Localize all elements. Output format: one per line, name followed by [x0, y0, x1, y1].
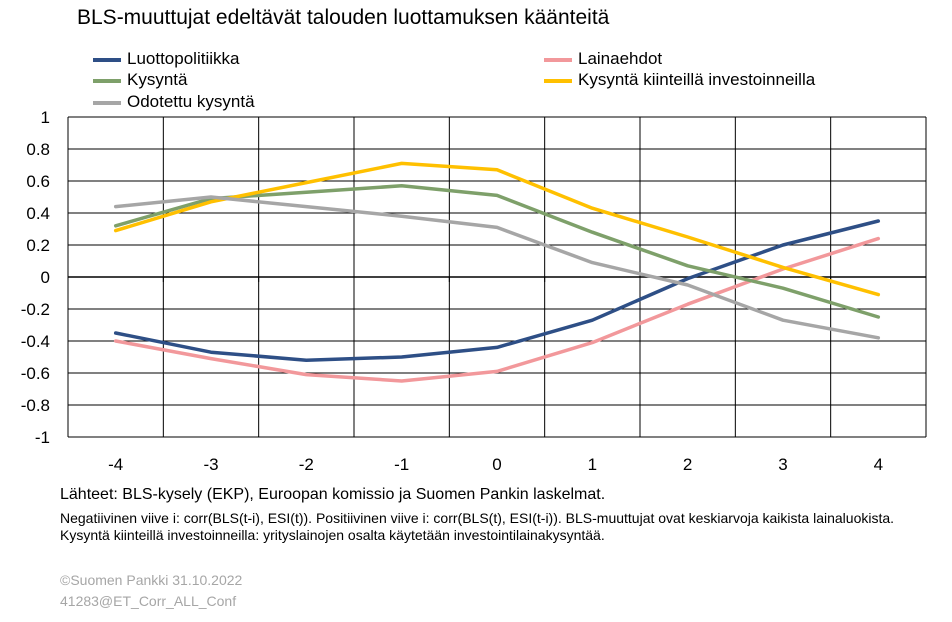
y-tick-label: -0.2 [21, 300, 50, 319]
tick-labels: 1 0.8 0.6 0.4 0.2 0 -0.2 -0.4 -0.6 -0.8 -1 -4 -3 -2 -1… [21, 108, 883, 474]
legend-item-kysynta: Kysyntä [93, 70, 188, 90]
legend-swatch [93, 58, 121, 62]
y-tick-label: 0.6 [26, 172, 50, 191]
legend-swatch [544, 79, 572, 83]
series-line-odotettu-kysynta [113, 195, 881, 340]
legend-item-odotettu-kysynta: Odotettu kysyntä [93, 92, 255, 112]
x-tick-label: 2 [683, 455, 692, 474]
series-line-luottopolitiikka [113, 219, 881, 362]
legend-label: Luottopolitiikka [127, 49, 240, 68]
legend-label: Kysyntä [127, 70, 188, 89]
x-tick-label: 0 [492, 455, 501, 474]
legend-label: Odotettu kysyntä [127, 92, 255, 111]
legend-label: Kysyntä kiinteillä investoinneilla [578, 70, 816, 89]
x-tick-label: -2 [299, 455, 314, 474]
x-tick-label: 3 [778, 455, 787, 474]
y-tick-label: -0.4 [21, 332, 50, 351]
y-tick-label: -0.6 [21, 364, 50, 383]
x-tick-label: -1 [394, 455, 409, 474]
y-tick-label: 0.4 [26, 204, 50, 223]
x-tick-label: 4 [874, 455, 883, 474]
legend-item-luottopolitiikka: Luottopolitiikka [93, 49, 240, 69]
y-tick-label: -1 [35, 428, 50, 447]
legend-swatch [544, 58, 572, 62]
legend-label: Lainaehdot [578, 49, 663, 68]
legend-item-kysynta-kiinteilla-investoinneilla: Kysyntä kiinteillä investoinneilla [544, 70, 816, 90]
chart-title: BLS-muuttujat edeltävät talouden luottam… [77, 6, 610, 29]
y-tick-label: 1 [41, 108, 50, 127]
series-line-kysynta-kiinteilla-investoinneilla [113, 161, 881, 297]
y-tick-label: -0.8 [21, 396, 50, 415]
y-tick-label: 0 [41, 268, 50, 287]
x-tick-label: 1 [588, 455, 597, 474]
x-tick-label: -4 [108, 455, 123, 474]
series-lines [113, 161, 881, 383]
grid [67, 116, 927, 438]
chart-id: 41283@ET_Corr_ALL_Conf [60, 593, 237, 609]
y-tick-label: 0.2 [26, 236, 50, 255]
source-note: Lähteet: BLS-kysely (EKP), Euroopan komi… [60, 486, 606, 503]
method-note: Negatiivinen viive i: corr(BLS(t-i), ESI… [60, 510, 895, 543]
legend-swatch [93, 101, 121, 105]
legend-swatch [93, 79, 121, 83]
x-tick-label: -3 [203, 455, 218, 474]
y-tick-label: 0.8 [26, 140, 50, 159]
copyright: ©Suomen Pankki 31.10.2022 [60, 572, 243, 588]
legend-item-lainaehdot: Lainaehdot [544, 49, 663, 69]
